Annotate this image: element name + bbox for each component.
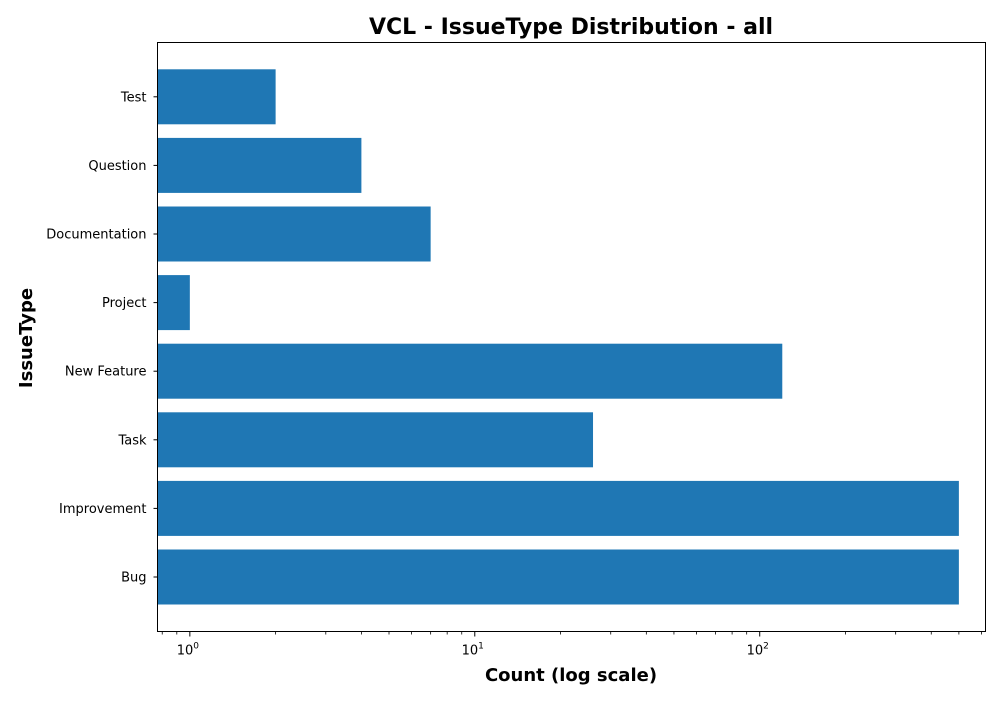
y-tick-label: Documentation xyxy=(46,228,146,243)
y-axis-title: IssueType xyxy=(16,288,37,388)
y-tick-label: Test xyxy=(120,90,147,105)
bar-task xyxy=(157,412,594,468)
y-tick-label: Improvement xyxy=(59,502,146,517)
y-tick-label: Bug xyxy=(121,571,146,586)
x-tick-base: 10 xyxy=(747,644,764,659)
bar-new-feature xyxy=(157,343,783,399)
y-tick-label: New Feature xyxy=(65,365,147,380)
chart-title: VCL - IssueType Distribution - all xyxy=(369,15,773,40)
bar-test xyxy=(157,69,276,125)
x-tick-label: 101 xyxy=(462,642,484,659)
bar-bug xyxy=(157,549,959,605)
x-tick-exponent: 0 xyxy=(193,642,199,652)
y-tick-label: Question xyxy=(88,159,146,174)
bar-project xyxy=(157,275,190,331)
bar-improvement xyxy=(157,480,959,536)
x-tick-base: 10 xyxy=(177,644,194,659)
x-tick-label: 100 xyxy=(177,642,200,659)
bar-documentation xyxy=(157,206,431,262)
x-tick-base: 10 xyxy=(462,644,479,659)
x-tick-label: 102 xyxy=(747,642,769,659)
bar-question xyxy=(157,137,362,193)
y-tick-label: Task xyxy=(117,433,147,448)
axis-ticks: Bug Improvement Task New Feature Project Docu… xyxy=(46,90,982,659)
y-tick-label: Project xyxy=(102,296,146,311)
x-axis-title: Count (log scale) xyxy=(485,665,657,686)
bars xyxy=(157,69,959,605)
x-tick-exponent: 2 xyxy=(763,642,769,652)
plot-frame xyxy=(157,42,986,632)
x-tick-exponent: 1 xyxy=(478,642,484,652)
